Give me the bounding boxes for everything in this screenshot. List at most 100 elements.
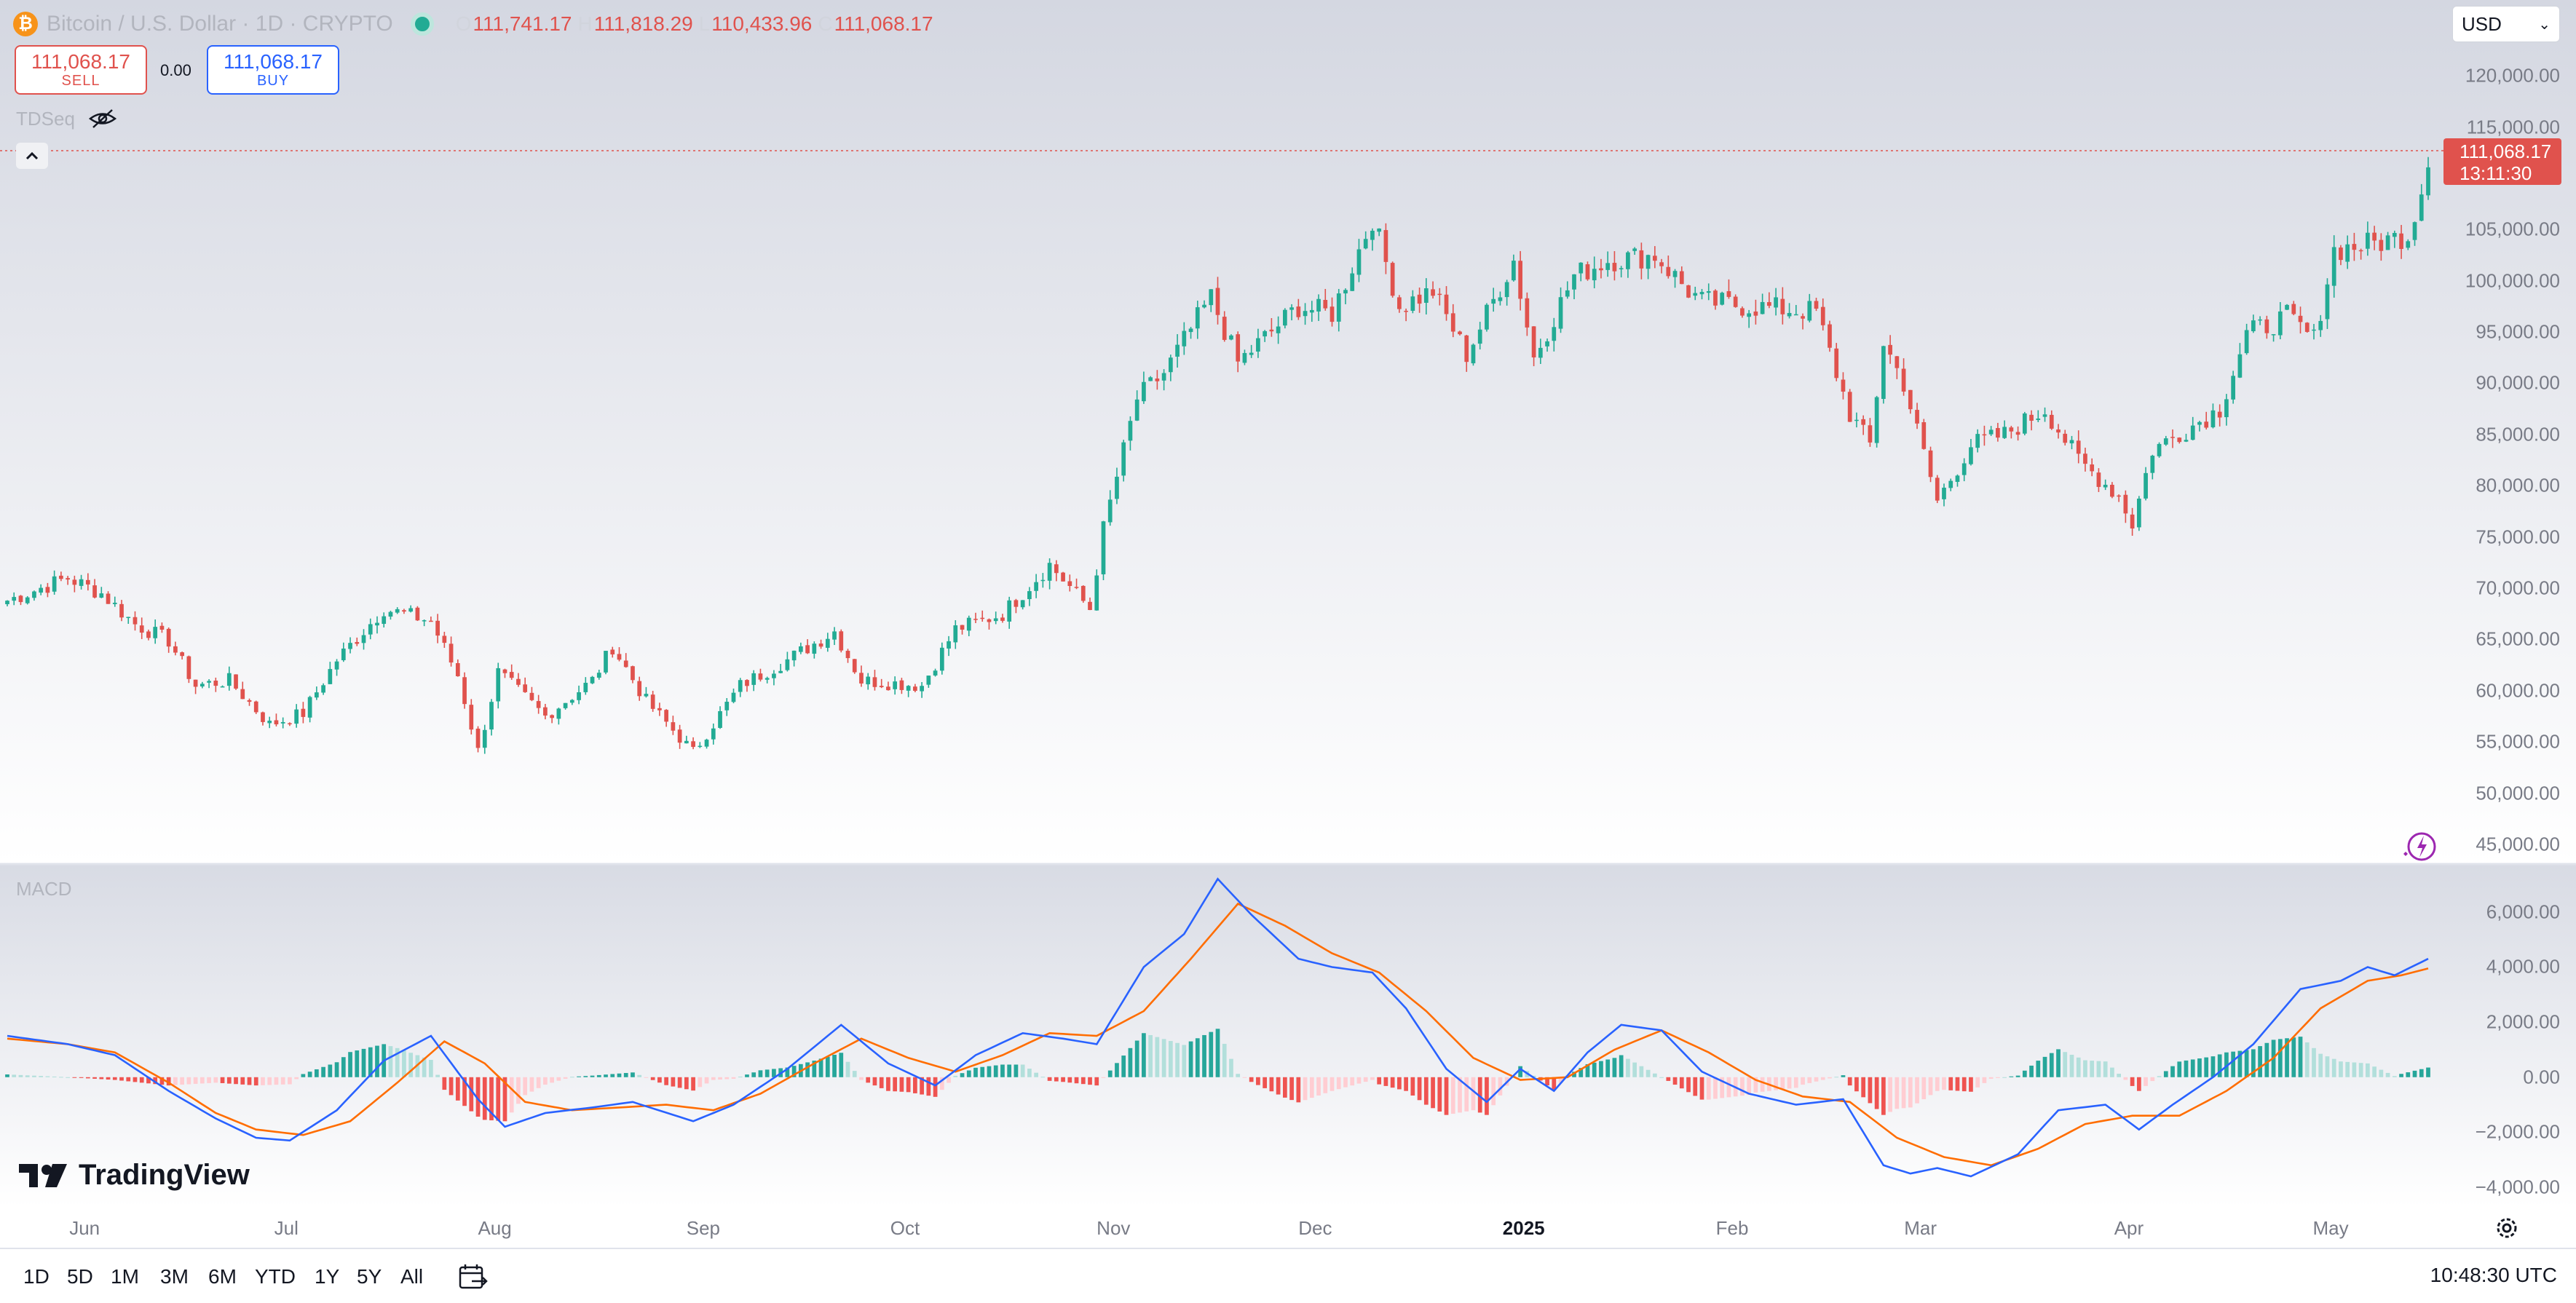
candle (2056, 424, 2061, 439)
candle-body (1423, 288, 1429, 303)
range-button-1m[interactable]: 1M (111, 1265, 139, 1288)
candle (247, 698, 252, 706)
candle-body (2385, 235, 2390, 250)
candle (718, 706, 722, 729)
range-button-5d[interactable]: 5D (67, 1265, 93, 1288)
open-value: 111,741.17 (473, 12, 572, 35)
utc-clock[interactable]: 10:48:30 UTC (2430, 1264, 2557, 1286)
macd-histogram-bar (2170, 1066, 2175, 1077)
candle-body (2379, 239, 2384, 251)
macd-histogram-bar (2325, 1056, 2330, 1077)
candle-body (1908, 389, 1913, 410)
settings-gear-icon[interactable] (2494, 1216, 2519, 1240)
candle-body (288, 723, 292, 725)
candle (1034, 574, 1038, 598)
macd-pane[interactable] (0, 865, 2576, 1207)
candle (1061, 571, 1065, 582)
macd-histogram-bar (1323, 1077, 1328, 1093)
candle-body (1155, 378, 1160, 381)
candle-body (1471, 344, 1476, 364)
candle-body (159, 625, 165, 630)
macd-histogram-bar (1632, 1062, 1637, 1077)
candle-body (1303, 311, 1308, 317)
candle-body (2285, 304, 2289, 310)
candle (2318, 314, 2323, 337)
range-button-all[interactable]: All (400, 1265, 424, 1288)
candle (516, 673, 521, 687)
range-button-3m[interactable]: 3M (160, 1265, 189, 1288)
candle (1901, 358, 1906, 396)
candle-body (1121, 442, 1126, 476)
macd-histogram-bar (1545, 1077, 1549, 1086)
range-button-5y[interactable]: 5Y (357, 1265, 382, 1288)
candle-body (1585, 264, 1590, 280)
lightning-icon[interactable] (2401, 830, 2438, 863)
macd-histogram-bar (1404, 1077, 1408, 1091)
candle (355, 637, 360, 646)
macd-histogram-bar (704, 1077, 709, 1084)
candle-body (953, 625, 958, 643)
candle-body (1464, 335, 1469, 363)
calendar-goto-icon[interactable] (457, 1262, 488, 1291)
candle-body (631, 666, 635, 681)
candle (1074, 578, 1079, 590)
hide-eye-icon[interactable] (87, 108, 118, 130)
candle (2049, 410, 2054, 430)
macd-histogram-bar (1921, 1077, 1927, 1100)
candle (2076, 430, 2081, 464)
candle (1915, 403, 1919, 429)
price-pane[interactable] (0, 0, 2576, 863)
macd-histogram-bar (307, 1072, 312, 1077)
candle-body (745, 680, 749, 686)
currency-select[interactable]: USD ⌄ (2452, 6, 2560, 42)
range-button-1y[interactable]: 1Y (315, 1265, 340, 1288)
macd-histogram-bar (1699, 1077, 1704, 1100)
candle (631, 665, 635, 684)
sell-button[interactable]: 111,068.17 SELL (15, 45, 147, 95)
tradingview-logo[interactable]: TradingView (19, 1159, 250, 1192)
symbol-interval[interactable]: 1D (255, 12, 284, 36)
range-button-ytd[interactable]: YTD (255, 1265, 296, 1288)
candle-body (462, 677, 467, 705)
macd-histogram-bar (1410, 1077, 1415, 1096)
tdseq-indicator-label[interactable]: TDSeq (16, 108, 75, 130)
range-button-6m[interactable]: 6M (208, 1265, 237, 1288)
macd-histogram-bar (839, 1053, 844, 1077)
candle-body (718, 710, 722, 728)
candle-body (738, 680, 743, 692)
candle (772, 670, 776, 686)
candle-body (1363, 239, 1368, 249)
candle (2366, 221, 2370, 256)
candle-body (832, 631, 837, 640)
candle-body (1007, 600, 1012, 622)
candle (617, 647, 622, 662)
symbol-name[interactable]: Bitcoin / U.S. Dollar (47, 12, 237, 36)
macd-histogram-bar (1679, 1077, 1684, 1089)
candle (1558, 287, 1563, 333)
macd-histogram-bar (1289, 1077, 1294, 1101)
macd-histogram-bar (1807, 1077, 1812, 1083)
candle (1948, 478, 1953, 491)
candle (1969, 439, 1973, 466)
candle-body (1888, 344, 1892, 355)
symbol-exchange[interactable]: CRYPTO (302, 12, 393, 36)
candle-body (180, 652, 185, 657)
symbol-legend[interactable]: ₿ Bitcoin / U.S. Dollar · 1D · CRYPTO O1… (13, 7, 939, 41)
candle (1726, 279, 1731, 299)
time-axis-label: Aug (478, 1217, 512, 1239)
buy-button[interactable]: 111,068.17 BUY (207, 45, 339, 95)
macd-line (7, 877, 2429, 1178)
macd-histogram-bar (2177, 1061, 2182, 1077)
candle (2358, 248, 2363, 260)
macd-histogram-bar (1020, 1064, 1025, 1077)
candle (106, 591, 111, 604)
macd-indicator-label[interactable]: MACD (16, 878, 72, 900)
candle-body (1195, 307, 1200, 329)
candle (577, 685, 581, 705)
collapse-legend-button[interactable] (16, 143, 48, 169)
macd-histogram-bar (1793, 1077, 1798, 1088)
macd-histogram-bar (1774, 1077, 1778, 1090)
candle (1383, 223, 1388, 274)
range-button-1d[interactable]: 1D (23, 1265, 50, 1288)
